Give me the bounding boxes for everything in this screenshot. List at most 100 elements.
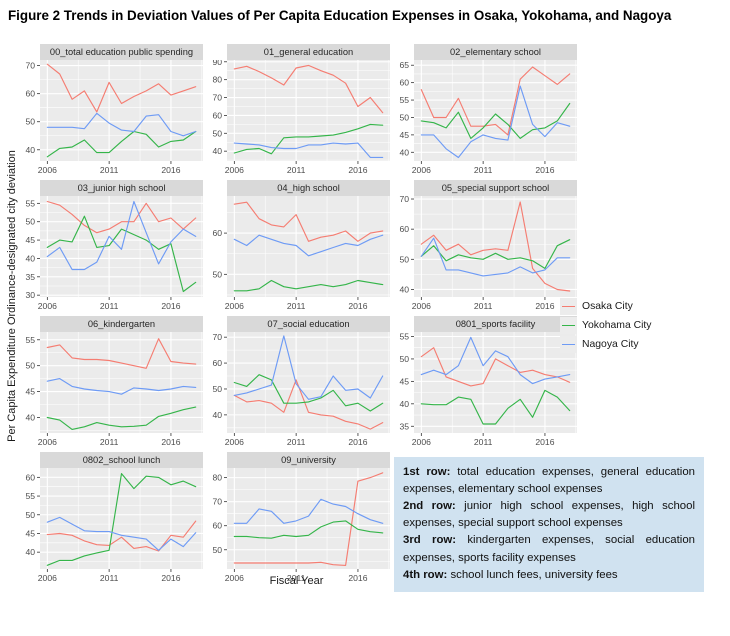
- facet-panel-06-kindergarten: 06_kindergarten 40 45 50 55 2006 2011 2016: [16, 316, 203, 452]
- series-line-yokohama-city: [46, 215, 197, 293]
- facet-panel-0802-school-lunch: 0802_school lunch 40 45 50 55 60 2006 2011 2016: [16, 452, 203, 588]
- facet-panel-02-elementary-school: 02_elementary school 40 45 50 55 60 65 2006 2011…: [390, 44, 577, 180]
- y-tick-label: 70: [399, 196, 409, 204]
- y-tick-label: 50: [25, 117, 35, 127]
- y-tick-label: 40: [212, 146, 222, 156]
- facet-plot: 50 60 2006 2011 2016: [212, 196, 390, 311]
- y-tick-label: 60: [212, 358, 222, 368]
- x-tick-label: 2011: [100, 573, 119, 583]
- x-tick-label: 2016: [161, 301, 180, 311]
- y-tick-label: 40: [25, 547, 35, 557]
- series-line-nagoya-city: [46, 112, 197, 137]
- legend-label: Osaka City: [582, 301, 633, 312]
- x-tick-label: 2011: [100, 165, 119, 175]
- x-tick-label: 2011: [100, 437, 119, 447]
- y-tick-label: 45: [399, 130, 409, 140]
- facet-strip-title: 0802_school lunch: [40, 452, 203, 468]
- note-row-label: 2nd row:: [403, 500, 456, 513]
- plot-background: [414, 196, 577, 297]
- facet-row: 03_junior high school 30 35 40 45 50 55 2006 201…: [16, 180, 577, 316]
- facet-panel-01-general-education: 01_general education 40 50 60 70 80 90 2006 2011…: [203, 44, 390, 180]
- series-line-osaka-city: [46, 63, 197, 113]
- note-row-text: total education expenses, general educat…: [403, 466, 696, 496]
- facet-plot: 40 50 60 70 2006 2011 2016: [212, 332, 390, 447]
- legend-key-yokohama-city-icon: [560, 317, 577, 334]
- series-line-nagoya-city: [420, 237, 571, 277]
- y-tick-label: 50: [212, 545, 222, 555]
- y-tick-label: 45: [399, 376, 409, 386]
- series-line-nagoya-city: [233, 498, 384, 524]
- y-tick-label: 60: [399, 78, 409, 88]
- note-row-label: 3rd row:: [403, 534, 457, 547]
- facet-row: 0802_school lunch 40 45 50 55 60 2006 2011 2016 0…: [16, 452, 577, 588]
- y-tick-label: 60: [212, 110, 222, 120]
- facet-plot: 40 45 50 55 60 2006 2011 2016: [25, 468, 203, 583]
- y-tick-label: 50: [399, 112, 409, 122]
- facet-plot: 40 45 50 55 60 65 2006 2011 2016: [399, 60, 577, 175]
- facet-row: 00_total education public spending 40 50 60…: [16, 44, 577, 180]
- y-tick-label: 55: [25, 198, 35, 208]
- series-line-yokohama-city: [46, 406, 197, 430]
- y-tick-label: 40: [399, 399, 409, 409]
- facet-panel-09-university: 09_university 50 60 70 80 2006 2011 2016: [203, 452, 390, 588]
- facet-plot: 50 60 70 80 2006 2011 2016: [212, 468, 390, 583]
- facet-strip-title: 01_general education: [227, 44, 390, 60]
- plot-background: [40, 60, 203, 161]
- facet-strip-title: 06_kindergarten: [40, 316, 203, 332]
- x-tick-label: 2006: [412, 165, 431, 175]
- facet-panel-07-social-education: 07_social education 40 50 60 70 2006 2011 2016: [203, 316, 390, 452]
- x-tick-label: 2006: [412, 301, 431, 311]
- x-tick-label: 2011: [287, 301, 306, 311]
- figure-title: Figure 2 Trends in Deviation Values of P…: [8, 8, 672, 23]
- x-tick-label: 2006: [38, 437, 57, 447]
- legend-label: Yokohama City: [582, 320, 652, 331]
- y-tick-label: 30: [25, 290, 35, 300]
- series-line-osaka-city: [233, 64, 384, 114]
- y-tick-label: 70: [212, 93, 222, 103]
- legend-item-yokohama-city: Yokohama City: [560, 316, 652, 335]
- series-line-yokohama-city: [420, 239, 571, 269]
- facet-plot: 30 35 40 45 50 55 2006 2011 2016: [25, 196, 203, 311]
- facet-strip-title: 04_high school: [227, 180, 390, 196]
- series-line-yokohama-city: [233, 279, 384, 292]
- series-line-yokohama-city: [46, 130, 197, 158]
- plot-background: [414, 60, 577, 161]
- note-row-text: junior high school expenses, high school…: [403, 500, 695, 530]
- note-row-2: 2nd row: junior high school expenses, hi…: [403, 498, 695, 532]
- note-row-4: 4th row: school lunch fees, university f…: [403, 567, 695, 584]
- x-tick-label: 2006: [38, 165, 57, 175]
- y-tick-label: 40: [25, 412, 35, 422]
- y-tick-label: 90: [212, 60, 222, 67]
- series-line-yokohama-city: [420, 102, 571, 139]
- series-line-osaka-city: [233, 472, 384, 566]
- series-line-osaka-city: [233, 201, 384, 242]
- note-row-text: school lunch fees, university fees: [447, 568, 618, 581]
- note-row-text: kindergarten expenses, social education …: [403, 534, 695, 564]
- series-line-yokohama-city: [420, 389, 571, 425]
- note-row-label: 1st row:: [403, 466, 451, 478]
- series-line-nagoya-city: [420, 85, 571, 159]
- series-line-nagoya-city: [46, 200, 197, 271]
- plot-background: [40, 468, 203, 569]
- facet-plot: 40 50 60 70 2006 2011 2016: [25, 60, 203, 175]
- plot-background: [227, 468, 390, 569]
- facet-panel-03-junior-high-school: 03_junior high school 30 35 40 45 50 55 2006 201…: [16, 180, 203, 316]
- x-tick-label: 2011: [474, 437, 493, 447]
- x-tick-label: 2006: [38, 573, 57, 583]
- x-tick-label: 2006: [412, 437, 431, 447]
- legend-key-osaka-city-icon: [560, 298, 577, 315]
- facet-row: 06_kindergarten 40 45 50 55 2006 2011 2016 07_so…: [16, 316, 577, 452]
- x-tick-label: 2011: [287, 437, 306, 447]
- y-tick-label: 55: [25, 491, 35, 501]
- facet-strip-title: 07_social education: [227, 316, 390, 332]
- x-tick-label: 2011: [474, 301, 493, 311]
- x-tick-label: 2006: [38, 301, 57, 311]
- series-line-nagoya-city: [46, 516, 197, 551]
- series-line-osaka-city: [233, 379, 384, 430]
- plot-background: [227, 60, 390, 161]
- x-tick-label: 2011: [474, 165, 493, 175]
- y-tick-label: 80: [212, 75, 222, 85]
- series-line-nagoya-city: [46, 378, 197, 395]
- x-tick-label: 2006: [225, 437, 244, 447]
- y-tick-label: 50: [212, 269, 222, 279]
